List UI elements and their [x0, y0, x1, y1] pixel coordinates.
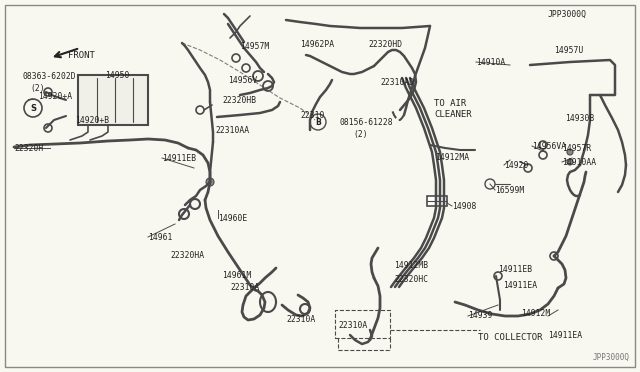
Text: 14912MB: 14912MB: [394, 262, 428, 270]
Text: 14911EA: 14911EA: [548, 330, 582, 340]
Text: 22310AA: 22310AA: [215, 125, 249, 135]
Text: B: B: [315, 118, 321, 126]
Text: 14930B: 14930B: [565, 113, 595, 122]
Text: 22320HD: 22320HD: [368, 39, 402, 48]
Text: 14961: 14961: [148, 232, 172, 241]
Text: 14956VA: 14956VA: [532, 141, 566, 151]
Text: 14957U: 14957U: [554, 45, 583, 55]
Text: FRONT: FRONT: [68, 51, 95, 60]
Text: 22320H: 22320H: [14, 144, 44, 153]
Text: 14911EB: 14911EB: [162, 154, 196, 163]
Text: 14961M: 14961M: [222, 270, 252, 279]
Text: 14910AA: 14910AA: [562, 157, 596, 167]
Text: 14962PA: 14962PA: [300, 39, 334, 48]
Text: 22310: 22310: [300, 110, 324, 119]
Text: 14960E: 14960E: [218, 214, 247, 222]
Text: 22310A: 22310A: [286, 315, 316, 324]
Text: 16599M: 16599M: [495, 186, 524, 195]
Text: TO COLLECTOR: TO COLLECTOR: [478, 334, 543, 343]
Circle shape: [567, 149, 573, 155]
Text: JPP3000Q: JPP3000Q: [593, 353, 630, 362]
Text: 14950: 14950: [105, 71, 129, 80]
Text: 14912MA: 14912MA: [435, 153, 469, 161]
Text: 22310A: 22310A: [230, 283, 259, 292]
Text: 14957M: 14957M: [240, 42, 269, 51]
Text: 14920+A: 14920+A: [38, 92, 72, 100]
Text: 22320HC: 22320HC: [394, 276, 428, 285]
Text: 14908: 14908: [452, 202, 476, 211]
Text: 14956V: 14956V: [228, 76, 257, 84]
Text: 14911EB: 14911EB: [498, 266, 532, 275]
Text: 22320HA: 22320HA: [170, 251, 204, 260]
Text: 08156-61228: 08156-61228: [340, 118, 394, 126]
Text: 14912M: 14912M: [521, 310, 550, 318]
Text: 14920: 14920: [504, 160, 529, 170]
Text: 08363-6202D: 08363-6202D: [22, 71, 76, 80]
Bar: [427, 196, 447, 206]
Circle shape: [567, 159, 573, 165]
Text: 14939: 14939: [468, 311, 492, 321]
Text: 14911EA: 14911EA: [503, 280, 537, 289]
Text: CLEANER: CLEANER: [434, 109, 472, 119]
Text: S: S: [30, 103, 36, 112]
Text: 14910A: 14910A: [476, 58, 505, 67]
Text: (2): (2): [353, 129, 367, 138]
Text: 14957R: 14957R: [562, 144, 591, 153]
Text: 14920+B: 14920+B: [75, 115, 109, 125]
Text: 22320HB: 22320HB: [222, 96, 256, 105]
Circle shape: [206, 178, 214, 186]
Text: (2): (2): [30, 83, 45, 93]
Text: 22310AD: 22310AD: [380, 77, 414, 87]
Text: JPP3000Q: JPP3000Q: [548, 10, 587, 19]
Text: 22310A: 22310A: [338, 321, 367, 330]
Bar: [78, 75, 148, 125]
Text: TO AIR: TO AIR: [434, 99, 467, 108]
